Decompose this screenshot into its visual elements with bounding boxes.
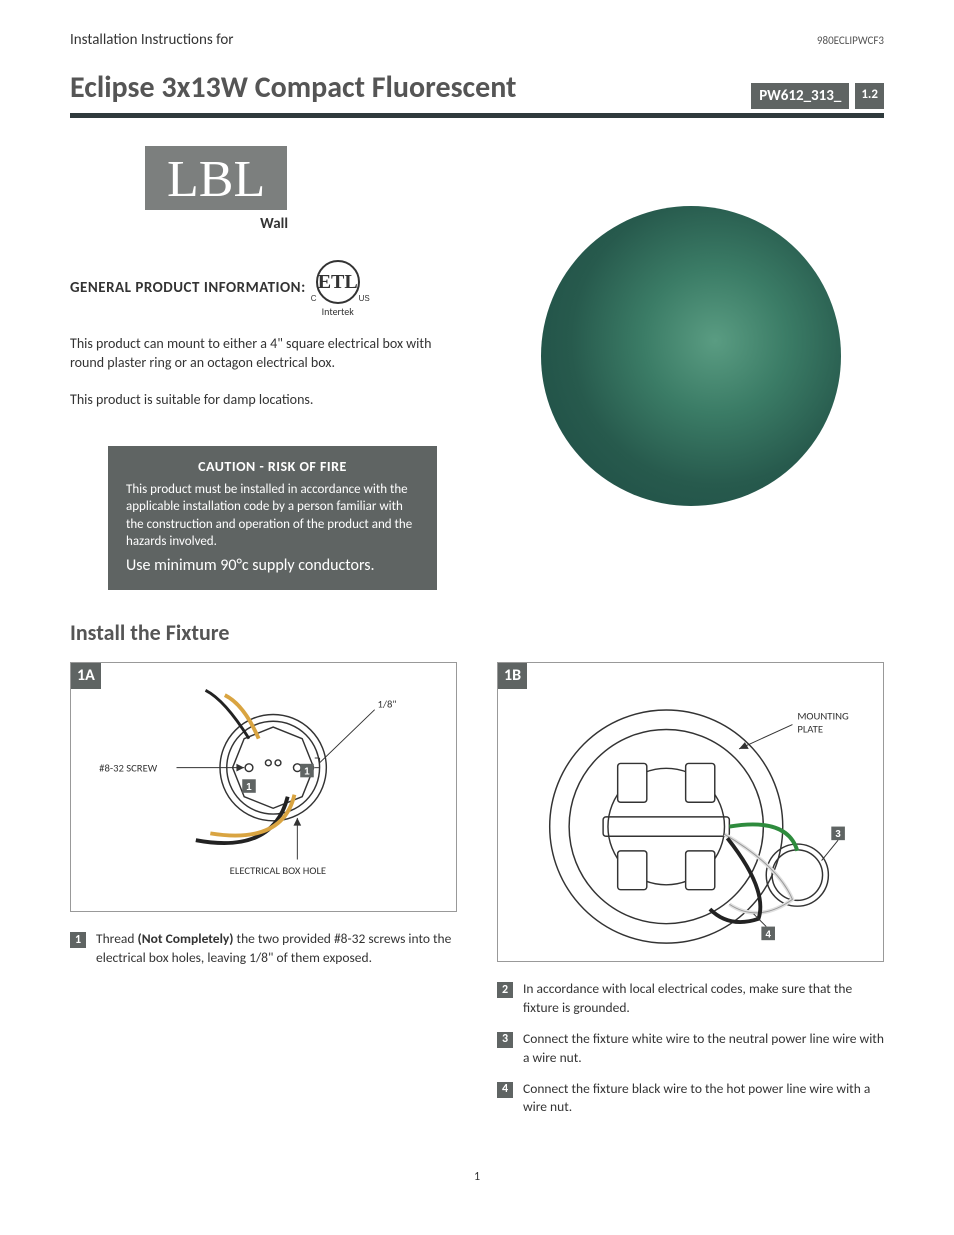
fig-1b-svg: MOUNTING 3 4 PLATE [506,671,875,953]
page-title: Eclipse 3x13W Compact Fluorescent [70,68,516,109]
intertek-label: Intertek [322,305,354,318]
gpi-para-2: This product is suitable for damp locati… [70,391,457,410]
top-columns: LBL Wall GENERAL PRODUCT INFORMATION: ET… [70,146,884,591]
col-1b: 1B [497,662,884,1129]
label-gap: 1/8" [378,698,397,711]
gpi-row: GENERAL PRODUCT INFORMATION: ETL C US In… [70,260,457,317]
caution-body: This product must be installed in accord… [126,481,419,551]
caution-title: CAUTION - RISK OF FIRE [126,458,419,477]
page-number: 1 [70,1169,884,1185]
svg-text:1: 1 [304,766,310,777]
caution-foot: Use minimum 90°c supply conductors. [126,555,419,577]
steps-1a: 1 Thread (Not Completely) the two provid… [70,930,457,968]
right-column [497,146,884,591]
brand-sub: Wall [145,214,300,234]
brand-block: LBL Wall [70,146,300,234]
title-rule [70,113,884,118]
etl-c: C [311,295,317,304]
label-screw: #8-32 SCREW [99,762,158,775]
etl-logo: ETL C US Intertek [316,260,360,317]
step-2-text: In accordance with local electrical code… [523,980,884,1018]
caution-box: CAUTION - RISK OF FIRE This product must… [108,446,437,591]
doc-code: 980ECLIPWCF3 [817,34,884,49]
gpi-heading: GENERAL PRODUCT INFORMATION: [70,278,306,298]
step-1-text: Thread (Not Completely) the two provided… [96,930,457,968]
step-num-4: 4 [497,1082,513,1098]
label-plate-2: PLATE [797,722,823,735]
etl-circle-icon: ETL C US [316,260,360,304]
install-columns: 1A [70,662,884,1129]
step-3: 3 Connect the fixture white wire to the … [497,1030,884,1068]
fig-1a-badge: 1A [71,663,101,689]
etl-us: US [359,295,370,304]
etl-text: ETL [318,271,358,293]
gpi-para-1: This product can mount to either a 4" sq… [70,335,457,373]
brand-logo: LBL [145,146,287,210]
col-1a: 1A [70,662,457,980]
svg-text:1: 1 [246,782,252,793]
fig-1a-svg: #8-32 SCREW 1/8" ELECTRICAL BOX HOLE 1 1 [79,671,448,903]
step-num-3: 3 [497,1032,513,1048]
model-badge: PW612_313_ [751,83,849,109]
figure-1a: 1A [70,662,457,912]
step-3-text: Connect the fixture white wire to the ne… [523,1030,884,1068]
svg-text:3: 3 [835,829,841,840]
step-2: 2 In accordance with local electrical co… [497,980,884,1018]
title-row: Eclipse 3x13W Compact Fluorescent PW612_… [70,68,884,109]
step-4-text: Connect the fixture black wire to the ho… [523,1080,884,1118]
label-plate-1: MOUNTING [797,710,849,723]
figure-1b: 1B [497,662,884,962]
step-4: 4 Connect the fixture black wire to the … [497,1080,884,1118]
fig-1b-badge: 1B [498,663,527,689]
left-column: LBL Wall GENERAL PRODUCT INFORMATION: ET… [70,146,457,591]
product-image [541,206,841,506]
model-badges: PW612_313_ 1.2 [751,83,884,109]
svg-text:4: 4 [765,929,771,940]
version-badge: 1.2 [855,83,884,109]
pre-title: Installation Instructions for [70,30,234,50]
label-hole: ELECTRICAL BOX HOLE [230,864,326,877]
step-1: 1 Thread (Not Completely) the two provid… [70,930,457,968]
header-row: Installation Instructions for 980ECLIPWC… [70,30,884,50]
install-heading: Install the Fixture [70,618,884,648]
step-num-2: 2 [497,982,513,998]
steps-1b: 2 In accordance with local electrical co… [497,980,884,1117]
step-num-1: 1 [70,932,86,948]
